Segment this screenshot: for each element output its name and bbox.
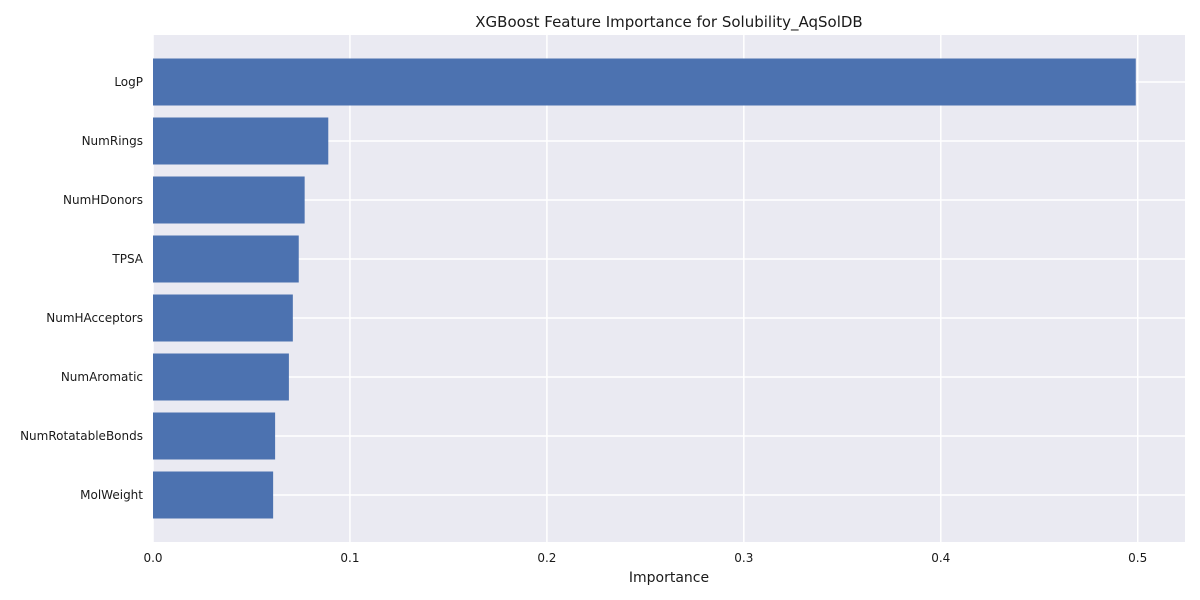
bar-numhdonors <box>153 176 305 224</box>
x-tick-label: 0.3 <box>734 551 753 565</box>
bar-numaromatic <box>153 353 289 401</box>
y-tick-label: NumAromatic <box>61 370 143 384</box>
x-axis-label: Importance <box>629 570 709 586</box>
x-tick-labels: 0.0 0.1 0.2 0.3 0.4 0.5 <box>143 551 1147 565</box>
y-tick-label: MolWeight <box>80 488 143 502</box>
x-tick-label: 0.4 <box>931 551 950 565</box>
y-tick-label: NumHAcceptors <box>46 311 143 325</box>
x-tick-label: 0.0 <box>143 551 162 565</box>
bar-tpsa <box>153 235 299 283</box>
x-tick-label: 0.1 <box>340 551 359 565</box>
bar-numrotatablebonds <box>153 412 276 460</box>
bar-logp <box>153 58 1136 106</box>
y-tick-labels: LogP NumRings NumHDonors TPSA NumHAcceptors N… <box>20 75 144 502</box>
x-tick-label: 0.5 <box>1128 551 1147 565</box>
bars <box>153 58 1136 519</box>
bar-molweight <box>153 471 274 519</box>
bar-numrings <box>153 117 329 165</box>
y-tick-label: TPSA <box>111 252 143 266</box>
y-tick-label: NumHDonors <box>63 193 143 207</box>
bar-numhacceptors <box>153 294 293 342</box>
plot-background <box>153 35 1185 542</box>
y-tick-label: NumRotatableBonds <box>20 429 143 443</box>
y-tick-label: LogP <box>114 75 143 89</box>
gridlines <box>152 35 1185 542</box>
x-tick-label: 0.2 <box>537 551 556 565</box>
chart-title: XGBoost Feature Importance for Solubilit… <box>475 13 862 32</box>
y-tick-label: NumRings <box>82 134 143 148</box>
